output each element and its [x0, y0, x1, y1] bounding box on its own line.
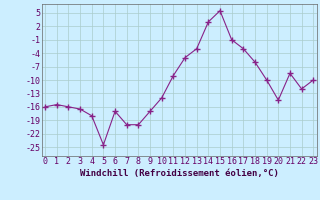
X-axis label: Windchill (Refroidissement éolien,°C): Windchill (Refroidissement éolien,°C)	[80, 169, 279, 178]
